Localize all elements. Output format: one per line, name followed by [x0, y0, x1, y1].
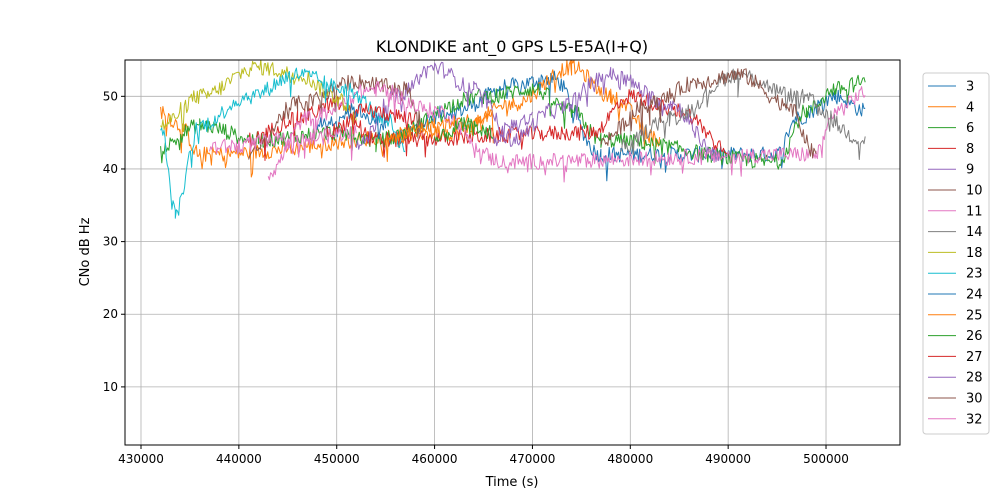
- legend-label-6: 6: [966, 121, 974, 136]
- plot-frame: [124, 59, 901, 446]
- series-line-26: [434, 117, 494, 142]
- series-line-32: [209, 125, 357, 161]
- series-lines: [160, 60, 866, 219]
- legend-label-25: 25: [966, 308, 983, 323]
- legend-label-9: 9: [966, 163, 974, 178]
- legend-label-3: 3: [966, 80, 974, 95]
- legend-label-24: 24: [966, 288, 983, 303]
- series-line-30: [600, 68, 817, 159]
- series-line-10: [248, 74, 426, 160]
- legend-label-18: 18: [966, 246, 983, 261]
- legend-label-30: 30: [966, 392, 983, 407]
- legend-label-8: 8: [966, 142, 974, 157]
- legend-label-14: 14: [966, 225, 983, 240]
- legend-label-10: 10: [966, 184, 983, 199]
- y-tick-label: 20: [103, 307, 118, 321]
- x-tick-label: 450000: [314, 452, 360, 466]
- x-tick-label: 440000: [216, 452, 262, 466]
- series-line-27: [326, 103, 416, 140]
- x-tick-label: 480000: [607, 452, 653, 466]
- x-axis: 430000 440000 450000 460000 470000 480000 4900…: [118, 445, 849, 466]
- x-tick-label: 460000: [412, 452, 458, 466]
- series-line-6: [160, 74, 866, 170]
- chart-title: KLONDIKE ant_0 GPS L5-E5A(I+Q): [376, 37, 648, 57]
- legend-label-26: 26: [966, 329, 983, 344]
- series-line-3: [385, 70, 866, 182]
- x-tick-label: 430000: [118, 452, 164, 466]
- series-line-11: [267, 81, 866, 183]
- y-tick-label: 50: [103, 89, 118, 103]
- legend-label-11: 11: [966, 204, 983, 219]
- legend-label-32: 32: [966, 412, 983, 427]
- y-tick-label: 30: [103, 235, 118, 249]
- legend-label-27: 27: [966, 350, 983, 365]
- x-tick-label: 490000: [705, 452, 751, 466]
- legend: 3 4 6 8 9 10 11 14 18 23 24 25 26 27 28 30 32: [922, 72, 990, 435]
- legend-label-28: 28: [966, 371, 983, 386]
- x-axis-label: Time (s): [485, 475, 539, 490]
- y-axis: 10 20 30 40 50: [103, 89, 125, 394]
- series-line-9: [355, 61, 719, 163]
- legend-label-23: 23: [966, 267, 983, 282]
- legend-label-4: 4: [966, 100, 974, 115]
- x-tick-label: 500000: [803, 452, 849, 466]
- y-tick-label: 40: [103, 162, 118, 176]
- y-axis-label: CNo dB Hz: [78, 217, 93, 286]
- series-line-28: [492, 111, 533, 147]
- series-line-18: [160, 60, 357, 133]
- x-tick-label: 470000: [510, 452, 556, 466]
- series-line-23: [160, 67, 406, 219]
- y-tick-label: 10: [103, 380, 118, 394]
- series-line-24: [316, 103, 387, 139]
- series-line-25: [385, 110, 494, 146]
